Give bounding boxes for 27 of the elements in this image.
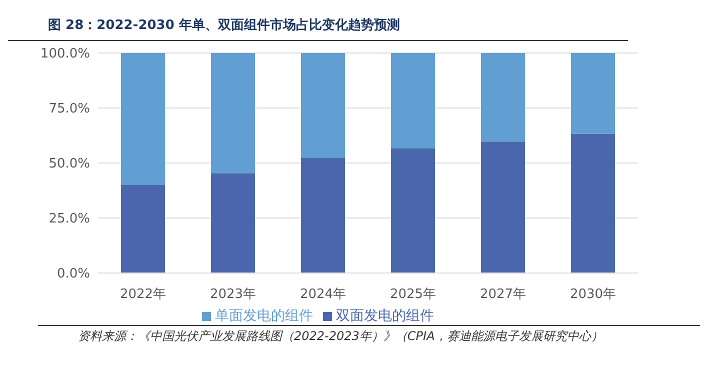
bar: [121, 53, 165, 185]
x-tick-label: 2025年: [390, 287, 436, 302]
chart-title: 图 28：2022-2030 年单、双面组件市场占比变化趋势预测: [8, 8, 628, 41]
bar: [391, 148, 435, 273]
x-tick-label: 2023年: [210, 287, 256, 302]
bar: [481, 142, 525, 273]
text: 资料来源：《中国光伏产业发展路线图（2022-2023年）》（CPIA，赛迪能源电子发展研究中心）: [38, 325, 700, 345]
x-tick-label: 2022年: [120, 287, 166, 302]
y-tick-label: 50.0%: [48, 156, 90, 172]
y-tick-label: 0.0%: [56, 266, 90, 282]
x-tick-label: 2030年: [570, 287, 616, 302]
y-tick-label: 75.0%: [48, 102, 90, 117]
bar: [571, 134, 615, 273]
bar: [121, 185, 165, 273]
legend-label: 单面发电的组件: [215, 308, 313, 324]
y-tick-label: 100.0%: [40, 46, 90, 62]
x-tick-label: 2024年: [300, 287, 346, 302]
y-tick-label: 25.0%: [48, 212, 90, 227]
bar: [571, 53, 615, 134]
bar: [301, 158, 345, 273]
x-tick-label: 2027年: [480, 287, 526, 302]
bar: [391, 53, 435, 148]
bar: [301, 53, 345, 158]
bar: [211, 173, 255, 273]
bar: [211, 53, 255, 174]
bar: [481, 53, 525, 142]
legend-label: 双面发电的组件: [336, 308, 434, 324]
